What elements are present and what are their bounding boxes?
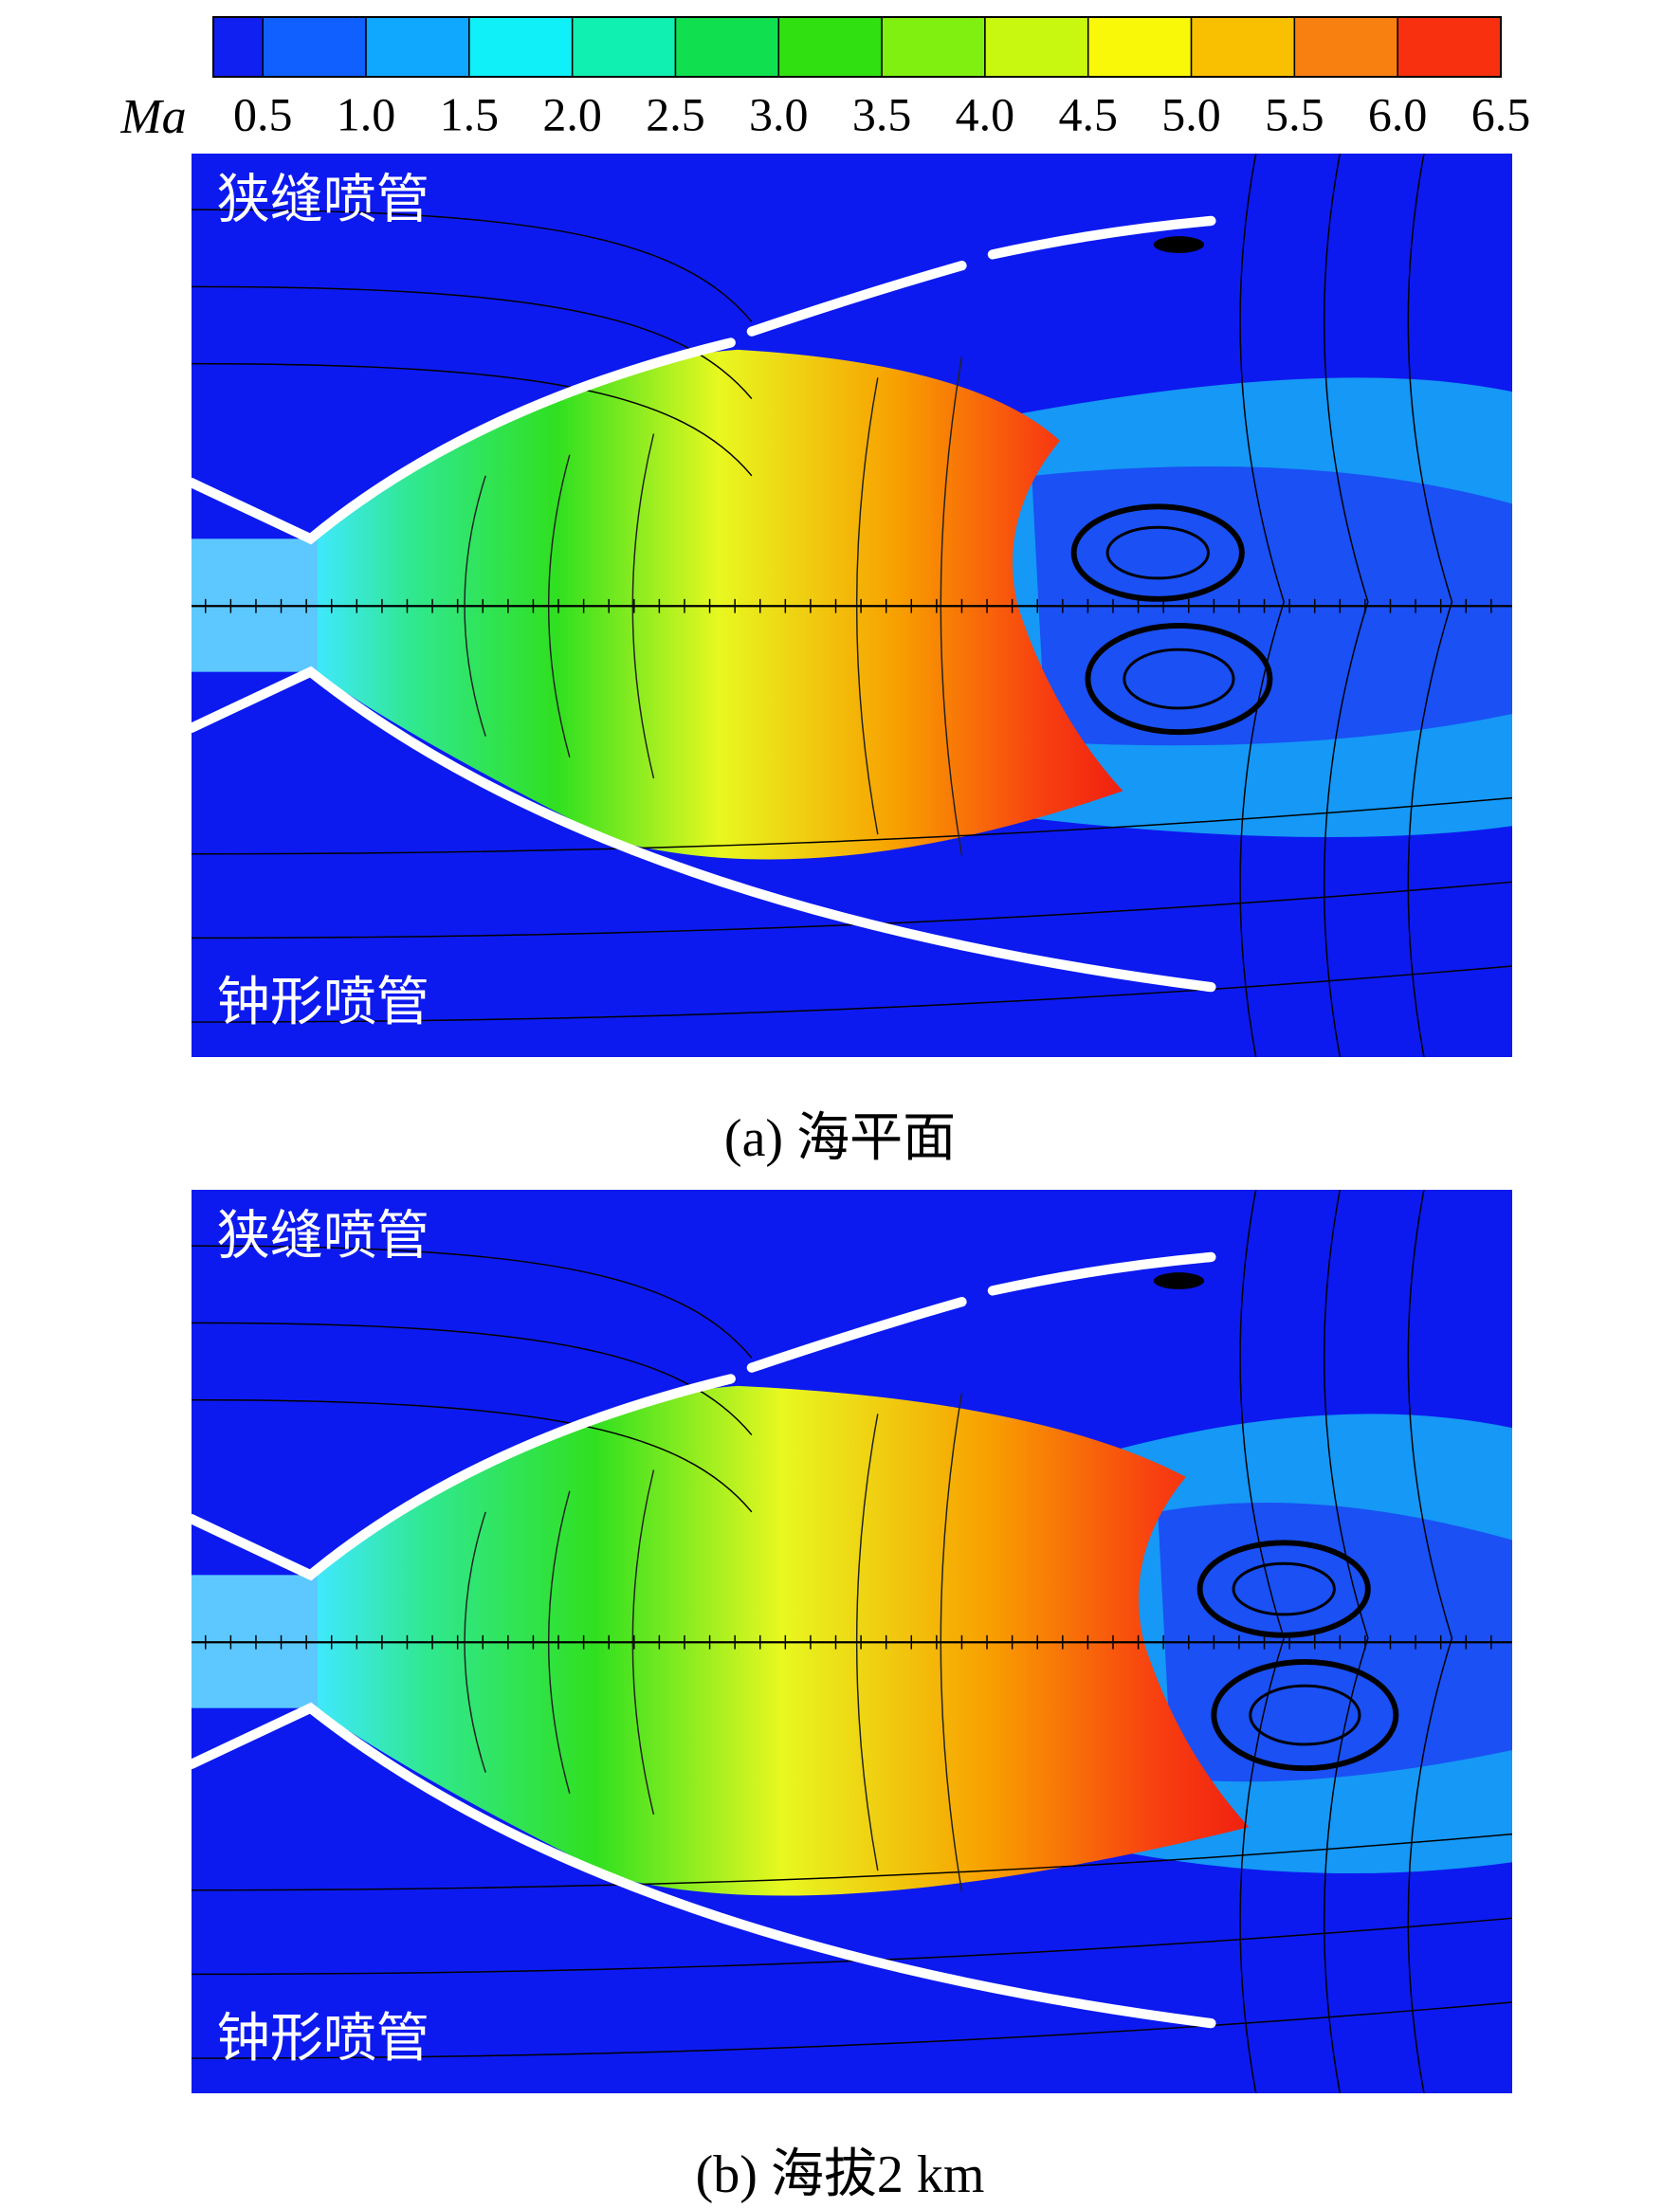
streamline — [192, 209, 753, 322]
streamline — [192, 1245, 753, 1359]
vortex — [1211, 1658, 1399, 1772]
colorbar-segment — [365, 16, 470, 78]
nozzle-wall — [192, 1374, 736, 1581]
streamline — [192, 1833, 1512, 1891]
streamline — [1239, 1190, 1285, 2093]
colorbar-tick-label: 6.5 — [1471, 87, 1531, 140]
nozzle-wall — [987, 1251, 1216, 1296]
panel-label: 钟形喷管 — [217, 972, 429, 1033]
streamline — [192, 796, 1512, 855]
colorbar-tick-label: 2.0 — [542, 87, 602, 140]
streamline — [1407, 1190, 1453, 2093]
nozzle-wall — [192, 338, 736, 545]
streamline — [192, 2001, 1512, 2059]
colorbar-frame — [212, 16, 1502, 78]
colorbar-label: Ma — [119, 90, 186, 144]
colorbar-segment — [571, 16, 677, 78]
colorbar-tick-label: 0.5 — [233, 87, 293, 140]
colorbar-segment — [777, 16, 883, 78]
vortex-blob — [1153, 1272, 1205, 1289]
plume — [314, 1385, 1250, 1896]
panel-label: 狭缝喷管 — [217, 169, 429, 230]
colorbar-segment — [674, 16, 780, 78]
streamline — [1239, 154, 1285, 1057]
colorbar-segment — [881, 16, 986, 78]
nozzle-wall — [746, 261, 967, 337]
streamline — [192, 965, 1512, 1023]
colorbar-tick-label: 1.5 — [440, 87, 500, 140]
streamline — [1323, 1190, 1369, 2093]
colorbar-segment — [1293, 16, 1398, 78]
vortex — [1196, 1540, 1371, 1638]
colorbar-segment — [1190, 16, 1296, 78]
colorbar-tick-label: 2.5 — [646, 87, 705, 140]
colorbar-segment — [468, 16, 574, 78]
colorbar-tick-label: 5.5 — [1265, 87, 1324, 140]
colorbar-tick-label: 6.0 — [1368, 87, 1428, 140]
streamline — [1323, 154, 1369, 1057]
colorbar-tick-label: 4.0 — [956, 87, 1015, 140]
nozzle-wall — [192, 666, 1216, 993]
nozzle-wall — [987, 215, 1216, 260]
colorbar-segment — [262, 16, 367, 78]
panel-label: 钟形喷管 — [217, 2008, 429, 2070]
streamline — [192, 285, 753, 400]
vortex — [1105, 525, 1210, 580]
colorbar-tick-label: 1.0 — [337, 87, 396, 140]
vortex — [1249, 1684, 1361, 1746]
colorbar: Ma 0.5 1.0 1.5 2.0 2.5 3.0 3.5 4.0 4.5 5.0 5.5 6.0 6… — [119, 16, 1531, 144]
vortex — [1232, 1561, 1336, 1616]
vortex-blob — [1153, 236, 1205, 253]
colorbar-segment — [1397, 16, 1502, 78]
nozzle-wall — [192, 1702, 1216, 2029]
vortex — [1085, 622, 1273, 736]
colorbar-tick-label: 4.5 — [1058, 87, 1118, 140]
panel-label: 狭缝喷管 — [217, 1205, 429, 1267]
streamline — [192, 1322, 753, 1436]
nozzle-wall — [746, 1297, 967, 1373]
colorbar-segment — [212, 16, 264, 78]
colorbar-tick-label: 5.0 — [1161, 87, 1221, 140]
vortex — [1070, 503, 1245, 602]
plume — [314, 349, 1123, 860]
caption: (a) 海平面 — [723, 1109, 957, 1168]
streamline — [192, 881, 1512, 940]
vortex — [1123, 648, 1235, 710]
colorbar-segment — [984, 16, 1089, 78]
colorbar-tick-label: 3.5 — [852, 87, 912, 140]
streamline — [1407, 154, 1453, 1057]
colorbar-segment — [1087, 16, 1193, 78]
colorbar-tick-label: 3.0 — [749, 87, 809, 140]
streamline — [192, 1917, 1512, 1976]
caption: (b) 海拔2 km — [695, 2145, 985, 2204]
